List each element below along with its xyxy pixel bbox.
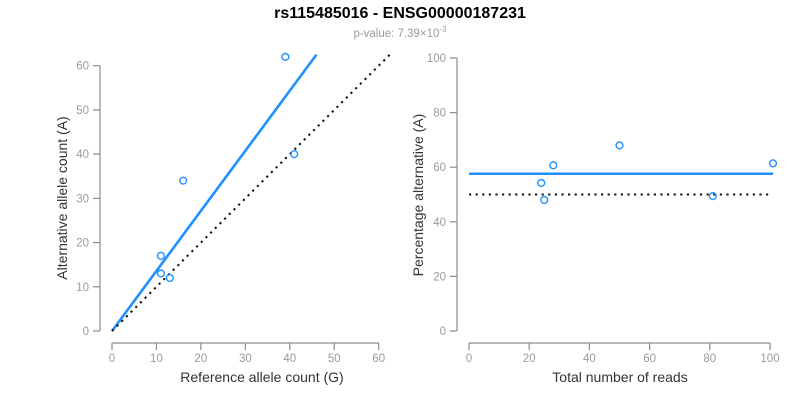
fitted-proportion-line: [110, 53, 318, 332]
y-tick-label: 80: [433, 108, 446, 120]
pvalue-exponent: -3: [439, 25, 447, 34]
x-tick-label: 20: [195, 353, 208, 365]
x-tick-label: 60: [372, 353, 385, 365]
x-tick-label: 40: [583, 353, 596, 365]
x-tick-label: 80: [703, 353, 716, 365]
x-tick-label: 40: [283, 353, 296, 365]
data-point: [156, 251, 165, 260]
x-tick-label: 0: [109, 353, 115, 365]
data-point: [615, 141, 624, 150]
x-tick-label: 10: [150, 353, 163, 365]
data-point: [549, 161, 558, 170]
x-tick-label: 100: [760, 353, 779, 365]
figure-title: rs115485016 - ENSG00000187231: [274, 5, 526, 22]
x-tick-label: 50: [328, 353, 341, 365]
x-tick-label: 20: [523, 353, 536, 365]
y-tick-label: 30: [76, 193, 89, 205]
y-tick-label: 0: [83, 326, 89, 338]
y-tick-label: 40: [433, 217, 446, 229]
y-tick-label: 60: [433, 162, 446, 174]
x-tick-label: 30: [239, 353, 252, 365]
data-point: [281, 52, 290, 61]
data-point: [708, 192, 717, 201]
figure-subtitle: p-value: 7.39×10-3: [0, 25, 800, 40]
identity-line: [111, 53, 391, 332]
pvalue-text: p-value: 7.39×10: [353, 27, 440, 40]
y-axis-title: Alternative allele count (A): [54, 116, 70, 279]
data-point: [156, 269, 165, 278]
y-tick-label: 0: [440, 326, 446, 338]
data-point: [540, 195, 549, 205]
y-tick-label: 20: [76, 238, 89, 250]
data-point: [165, 273, 174, 283]
x-axis-title: Total number of reads: [552, 369, 687, 385]
percentage-alternative-scatter: 0 20 40 60 80 100 0 20 40 60 80 100 Total number of …: [410, 53, 780, 385]
y-axis-title: Percentage alternative (A): [410, 114, 426, 277]
data-point: [537, 178, 546, 188]
x-tick-label: 60: [643, 353, 656, 365]
y-tick-label: 60: [76, 61, 89, 73]
y-tick-label: 50: [76, 105, 89, 117]
y-tick-label: 40: [76, 149, 89, 161]
x-axis-title: Reference allele count (G): [180, 369, 343, 385]
data-point: [290, 150, 299, 159]
allele-counts-scatter: 0 10 20 30 40 50 60 0 10 20 30 40 50 60 Reference alle…: [54, 52, 391, 385]
x-tick-label: 0: [466, 353, 472, 365]
data-point: [179, 176, 188, 185]
data-point: [768, 159, 778, 168]
y-tick-label: 10: [76, 282, 89, 294]
y-tick-label: 20: [433, 271, 446, 283]
y-tick-label: 100: [427, 53, 446, 65]
